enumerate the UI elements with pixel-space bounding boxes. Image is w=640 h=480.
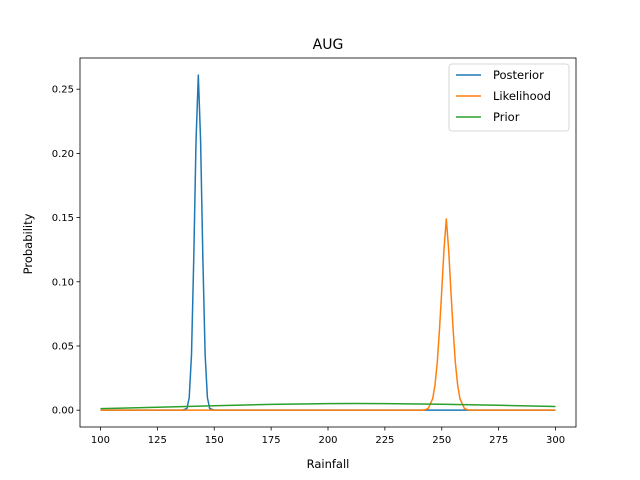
x-tick-label: 250 [432, 435, 451, 446]
chart-title: AUG [313, 37, 344, 53]
x-tick-label: 275 [489, 435, 508, 446]
legend-label-prior: Prior [493, 110, 520, 124]
x-tick-label: 125 [148, 435, 167, 446]
y-tick-label: 0.00 [52, 406, 74, 417]
legend-label-likelihood: Likelihood [493, 89, 551, 103]
series-line-prior [100, 402, 556, 410]
y-tick-label: 0.25 [52, 85, 74, 96]
legend-box [448, 63, 570, 132]
x-tick-label: 175 [262, 435, 281, 446]
x-tick-label: 225 [375, 435, 394, 446]
x-tick-label: 100 [91, 435, 110, 446]
y-tick-label: 0.10 [52, 277, 74, 288]
legend-label-posterior: Posterior [493, 68, 544, 82]
series-line-likelihood [100, 218, 556, 411]
x-tick-label: 150 [205, 435, 224, 446]
x-axis-label: Rainfall [307, 457, 350, 471]
x-axis: 100 125 150 175 200 225 250 275 300 [91, 427, 565, 446]
y-tick-label: 0.05 [52, 341, 74, 352]
y-tick-label: 0.15 [52, 213, 74, 224]
x-tick-label: 300 [546, 435, 565, 446]
y-tick-label: 0.20 [52, 149, 74, 160]
legend: Posterior Likelihood Prior [448, 63, 570, 132]
series-line-posterior [100, 74, 556, 411]
y-axis: 0.00 0.05 0.10 0.15 0.20 0.25 [52, 85, 80, 417]
y-axis-label: Probability [21, 213, 35, 274]
x-tick-label: 200 [318, 435, 337, 446]
